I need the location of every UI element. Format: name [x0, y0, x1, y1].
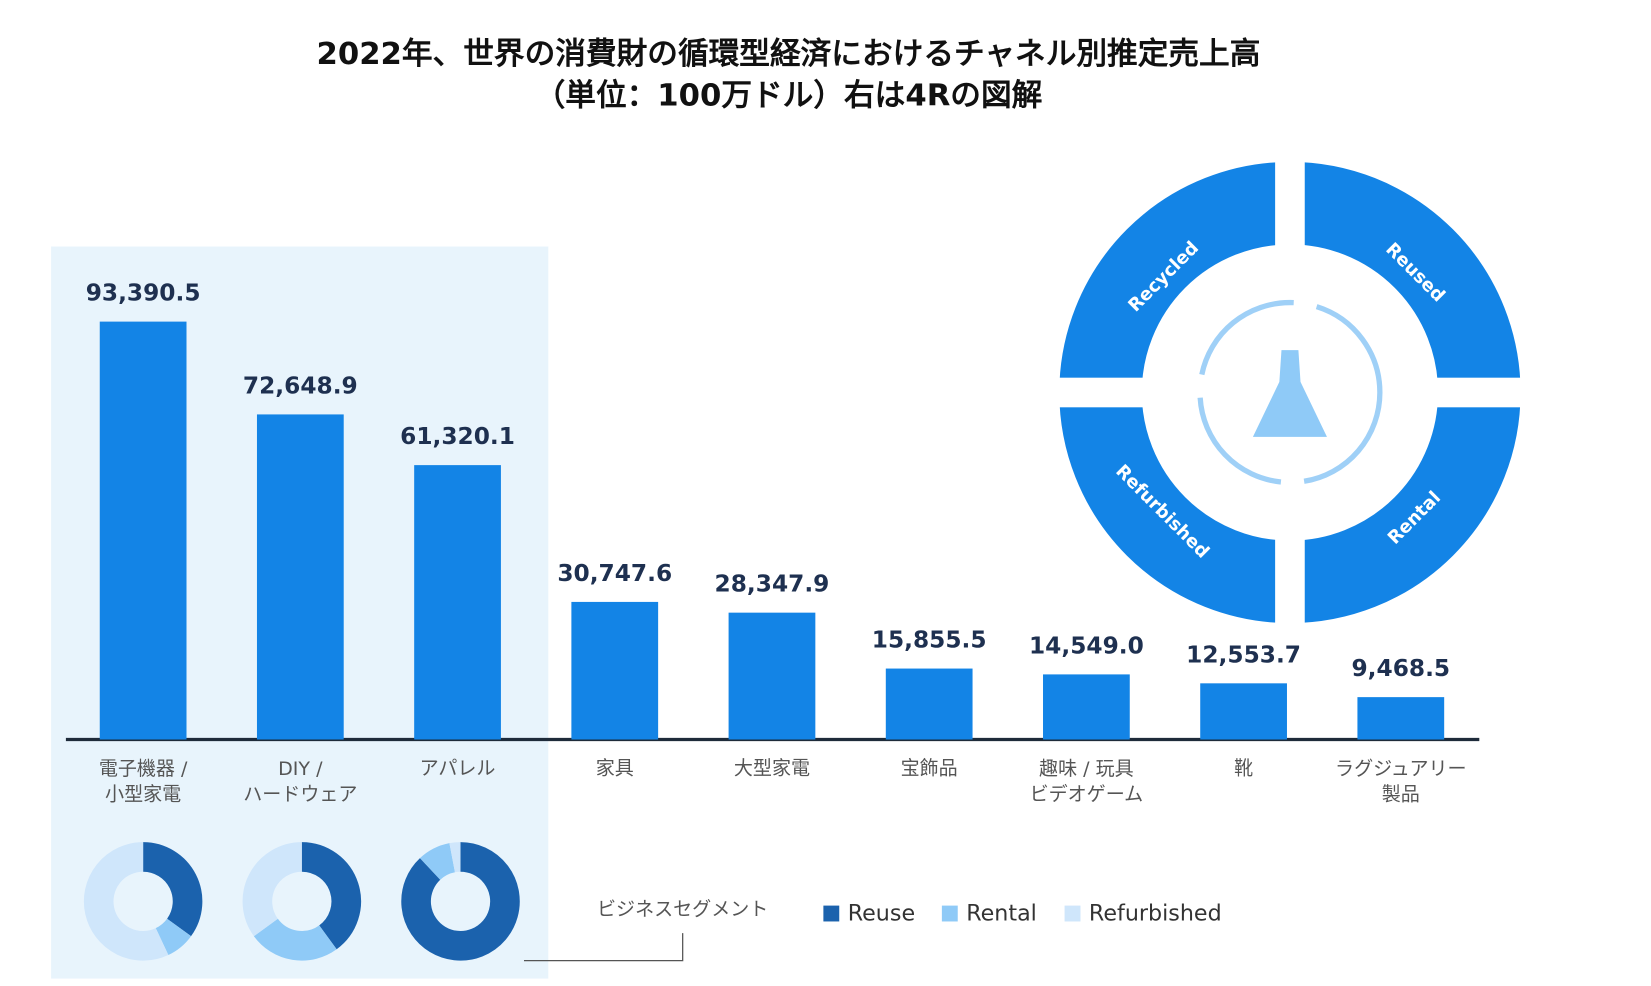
- legend-title: ビジネスセグメント: [597, 898, 768, 920]
- legend-bracket: [523, 933, 684, 962]
- donut-segment: [155, 918, 192, 955]
- x-tick-label: 宝飾品: [901, 758, 958, 780]
- donut-segment: [253, 918, 337, 961]
- dress-icon: [1252, 350, 1327, 437]
- legend-label: Rental: [966, 901, 1037, 927]
- x-tick-label: 電子機器 /小型家電: [99, 758, 188, 805]
- x-tick-label: 大型家電: [734, 758, 810, 780]
- donut-segment: [142, 842, 203, 937]
- chart-title: 2022年、世界の消費財の循環型経済におけるチャネル別推定売上高（単位：100万…: [317, 37, 1261, 113]
- value-label: 93,390.5: [86, 280, 201, 307]
- bar: [414, 465, 501, 740]
- legend-swatch: [823, 905, 840, 922]
- bar: [1043, 674, 1130, 740]
- legend-swatch: [1064, 905, 1081, 922]
- value-label: 9,468.5: [1351, 655, 1450, 682]
- value-label: 28,347.9: [715, 571, 830, 598]
- bar: [1200, 683, 1287, 740]
- x-tick-label: ラグジュアリー製品: [1335, 758, 1467, 805]
- bar: [256, 414, 344, 740]
- bar: [99, 321, 187, 740]
- legend-label: Refurbished: [1089, 901, 1222, 927]
- x-tick-label: 趣味 / 玩具ビデオゲーム: [1030, 758, 1144, 805]
- cycle-arrows: [1197, 299, 1383, 486]
- donut-segment: [401, 842, 520, 961]
- x-tick-label: 家具: [596, 758, 634, 780]
- donut-segment: [301, 842, 362, 950]
- x-tick-label: 靴: [1234, 758, 1253, 780]
- legend-swatch: [941, 905, 958, 922]
- value-label: 14,549.0: [1029, 632, 1144, 659]
- value-label: 15,855.5: [872, 627, 987, 654]
- value-label: 30,747.6: [557, 560, 672, 587]
- value-label: 12,553.7: [1186, 641, 1301, 668]
- donut-segment: [83, 842, 169, 961]
- donut-segment: [419, 843, 456, 881]
- x-tick-label: アパレル: [420, 758, 496, 780]
- value-label: 61,320.1: [400, 423, 515, 450]
- donut-segment: [449, 842, 461, 873]
- bar: [885, 668, 973, 740]
- x-tick-label: DIY /ハードウェア: [243, 758, 357, 805]
- bar: [728, 612, 816, 740]
- bar: [571, 601, 659, 740]
- bar: [1357, 697, 1445, 740]
- value-label: 72,648.9: [243, 372, 358, 399]
- donut-segment: [242, 842, 303, 937]
- legend-label: Reuse: [848, 901, 915, 927]
